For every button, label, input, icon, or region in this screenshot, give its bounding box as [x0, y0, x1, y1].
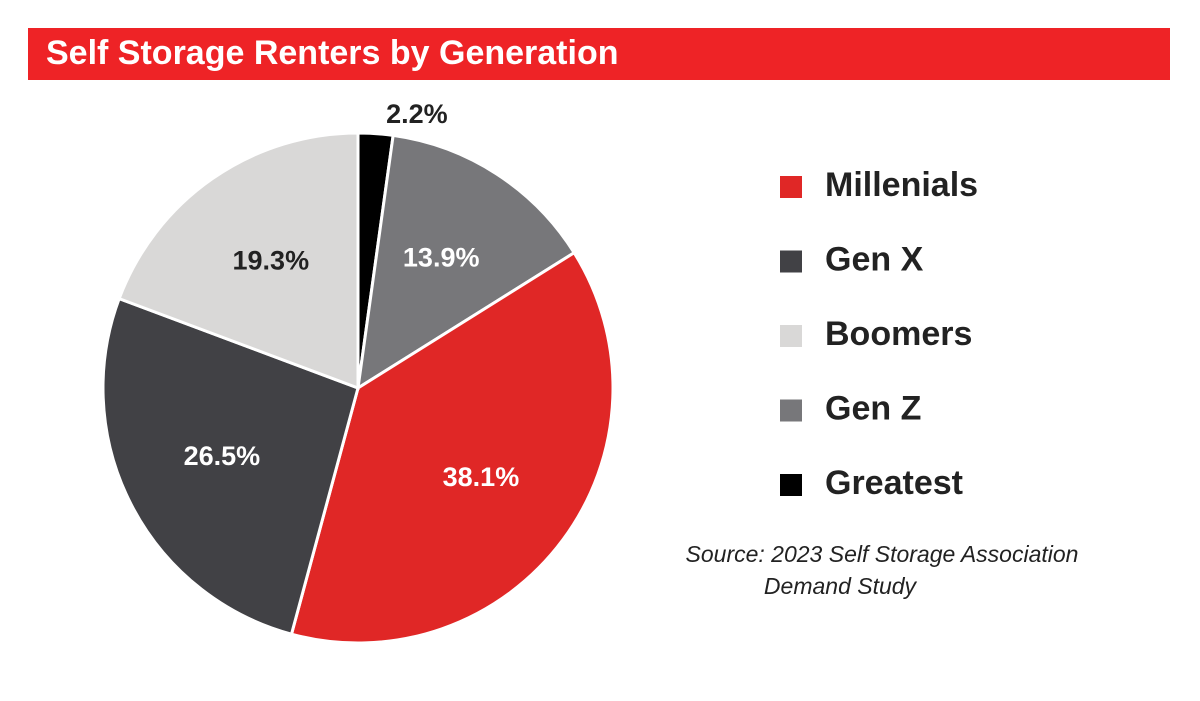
legend-label: Gen Z — [825, 389, 921, 427]
legend-label: Millenials — [825, 166, 978, 204]
legend-label: Gen X — [825, 240, 924, 278]
legend-swatch — [780, 399, 802, 422]
legend-swatch — [780, 250, 802, 273]
pie-slice — [289, 250, 615, 645]
data-label: 26.5% — [184, 441, 261, 471]
pie-slice — [117, 131, 360, 391]
data-label: 13.9% — [403, 243, 480, 273]
legend-swatch — [780, 474, 802, 496]
data-label: 38.1% — [443, 462, 520, 492]
source: Demand Study — [764, 573, 918, 599]
legend: Millenials Gen X Boomers Gen Z Greatest — [780, 166, 978, 502]
title-bar — [28, 28, 1170, 80]
legend-label: Greatest — [825, 464, 963, 502]
chart-title: Self Storage Renters by Generation — [46, 34, 619, 72]
legend-label: Boomers — [825, 315, 972, 353]
pie-slice — [356, 133, 577, 391]
legend-swatch — [780, 176, 802, 198]
pie: 2.2% 13.9% 38.1% 26.5% 19.3% — [101, 99, 615, 645]
source: Source: 2023 Self Storage Association — [686, 541, 1079, 567]
data-label: 2.2% — [386, 99, 448, 129]
legend-swatch — [780, 325, 802, 347]
pie-slice — [101, 296, 360, 637]
data-label: 19.3% — [233, 245, 310, 275]
